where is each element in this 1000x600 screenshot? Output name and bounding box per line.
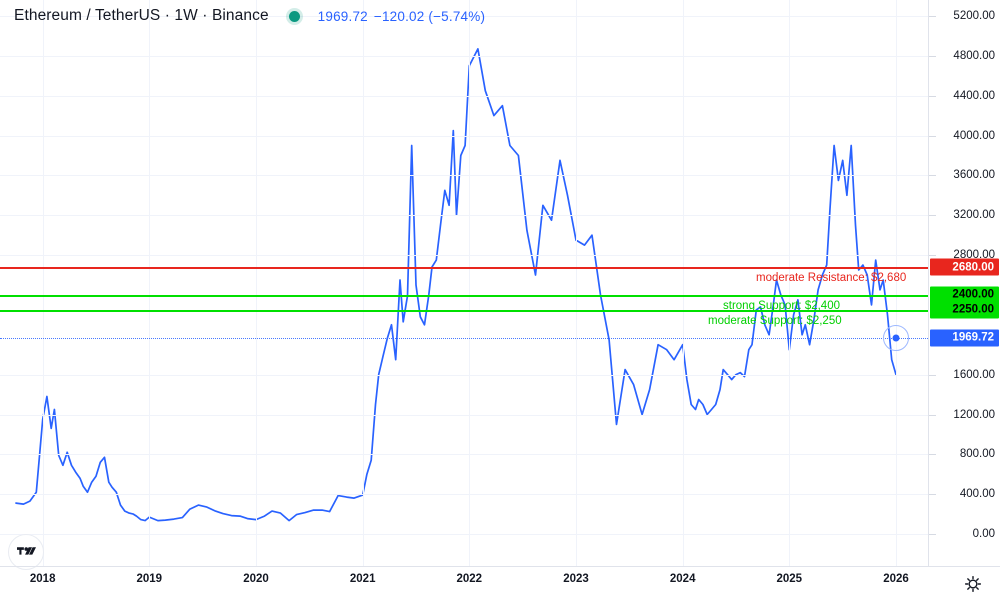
price-tick-dash bbox=[929, 494, 936, 496]
time-tick-2026: 2026 bbox=[883, 573, 909, 585]
price-tick: 4000.00 bbox=[953, 129, 995, 142]
price-tick-dash bbox=[929, 255, 936, 257]
gridline-h bbox=[0, 414, 928, 416]
price-badge-2400-00[interactable]: 2400.00 bbox=[930, 286, 999, 304]
price-tick: 1600.00 bbox=[953, 368, 995, 381]
gridline-v bbox=[42, 0, 44, 566]
time-tick-2018: 2018 bbox=[29, 573, 56, 585]
price-tick-dash bbox=[929, 16, 936, 17]
gear-icon-glyph bbox=[964, 575, 982, 593]
gridline-v bbox=[256, 0, 257, 566]
last-price: 1969.72 bbox=[317, 8, 368, 24]
gridline-h bbox=[0, 55, 928, 57]
price-tick-dash bbox=[929, 175, 936, 177]
price-tick-dash bbox=[929, 95, 936, 97]
gridline-v bbox=[149, 0, 151, 566]
time-tick-2020: 2020 bbox=[243, 573, 269, 585]
price-tick-dash bbox=[929, 374, 936, 376]
gridline-h bbox=[0, 95, 928, 97]
price-change: −120.02 (−5.74%) bbox=[373, 8, 486, 24]
gridline-h bbox=[0, 255, 928, 257]
price-tick-dash bbox=[929, 414, 936, 416]
time-tick-2021: 2021 bbox=[349, 573, 376, 585]
study-label-1: strong Support: $2,400 bbox=[723, 299, 840, 312]
price-tick: 3200.00 bbox=[953, 209, 995, 222]
gridline-h bbox=[0, 175, 928, 177]
study-label-2: moderate Support: $2,250 bbox=[708, 314, 842, 327]
time-axis-divider bbox=[0, 566, 1000, 567]
price-series bbox=[15, 48, 897, 522]
gear-icon[interactable] bbox=[963, 574, 983, 594]
price-tick: 2800.00 bbox=[953, 249, 995, 262]
plot-area[interactable]: moderate Resistance: $2,680 strong Suppor… bbox=[0, 0, 928, 566]
price-tick: 1200.00 bbox=[953, 408, 995, 421]
price-tick: 400.00 bbox=[959, 488, 995, 501]
price-axis-divider bbox=[928, 0, 929, 566]
gridline-h bbox=[0, 534, 928, 535]
gridline-h bbox=[0, 215, 928, 217]
gridline-h bbox=[0, 374, 928, 376]
study-line-moderate-resistance[interactable] bbox=[0, 267, 928, 270]
last-price-marker bbox=[883, 324, 909, 351]
time-tick-2024: 2024 bbox=[669, 573, 696, 585]
price-tick: 3600.00 bbox=[953, 169, 995, 182]
gridline-v bbox=[896, 0, 897, 566]
gridline-h bbox=[0, 16, 928, 17]
tradingview-logo[interactable] bbox=[8, 534, 44, 570]
tradingview-logo-glyph bbox=[16, 546, 36, 555]
gridline-v bbox=[362, 0, 364, 566]
time-tick-2019: 2019 bbox=[136, 573, 163, 585]
price-axis[interactable]: 5200.00 4800.00 4400.00 4000.00 3600.00 3200.… bbox=[929, 0, 1000, 566]
study-line-strong-support[interactable] bbox=[0, 294, 928, 298]
price-badge-2250-00[interactable]: 2250.00 bbox=[930, 301, 999, 319]
price-badge-2680-00[interactable]: 2680.00 bbox=[930, 258, 999, 276]
price-tick: 0.00 bbox=[972, 528, 995, 540]
price-tick-dash bbox=[929, 454, 936, 456]
price-tick-dash bbox=[929, 215, 936, 217]
gridline-h bbox=[0, 135, 928, 137]
price-tick: 800.00 bbox=[959, 448, 995, 461]
study-line-last-price[interactable] bbox=[0, 337, 928, 339]
gridline-h bbox=[0, 454, 928, 456]
symbol-title[interactable]: Ethereum / TetherUS · 1W · Binance bbox=[14, 7, 269, 24]
gridline-v bbox=[469, 0, 471, 566]
price-tick: 4800.00 bbox=[953, 49, 995, 62]
price-tick-dash bbox=[929, 55, 936, 57]
study-line-moderate-support[interactable] bbox=[0, 309, 928, 313]
price-tick-dash bbox=[929, 534, 936, 535]
chart-header: Ethereum / TetherUS · 1W · Binance 1969.… bbox=[0, 0, 1000, 32]
quote-readout: 1969.72 −120.02 (−5.74%) bbox=[318, 9, 485, 24]
price-tick-dash bbox=[929, 135, 936, 137]
time-axis[interactable]: 2018 2019 2020 2021 2022 2023 2024 2025 2026 bbox=[0, 567, 1000, 600]
price-tick: 4400.00 bbox=[953, 89, 995, 102]
gridline-h bbox=[0, 494, 928, 496]
gridline-v bbox=[789, 0, 791, 566]
market-status-dot bbox=[288, 10, 300, 22]
study-label-0: moderate Resistance: $2,680 bbox=[756, 272, 907, 284]
time-tick-2022: 2022 bbox=[456, 573, 483, 585]
gridline-v bbox=[576, 0, 577, 566]
price-badge-1969-72[interactable]: 1969.72 bbox=[930, 329, 999, 347]
time-tick-2023: 2023 bbox=[563, 573, 589, 585]
gridline-v bbox=[682, 0, 684, 566]
price-tick: 5200.00 bbox=[953, 10, 995, 22]
time-tick-2025: 2025 bbox=[776, 573, 803, 585]
